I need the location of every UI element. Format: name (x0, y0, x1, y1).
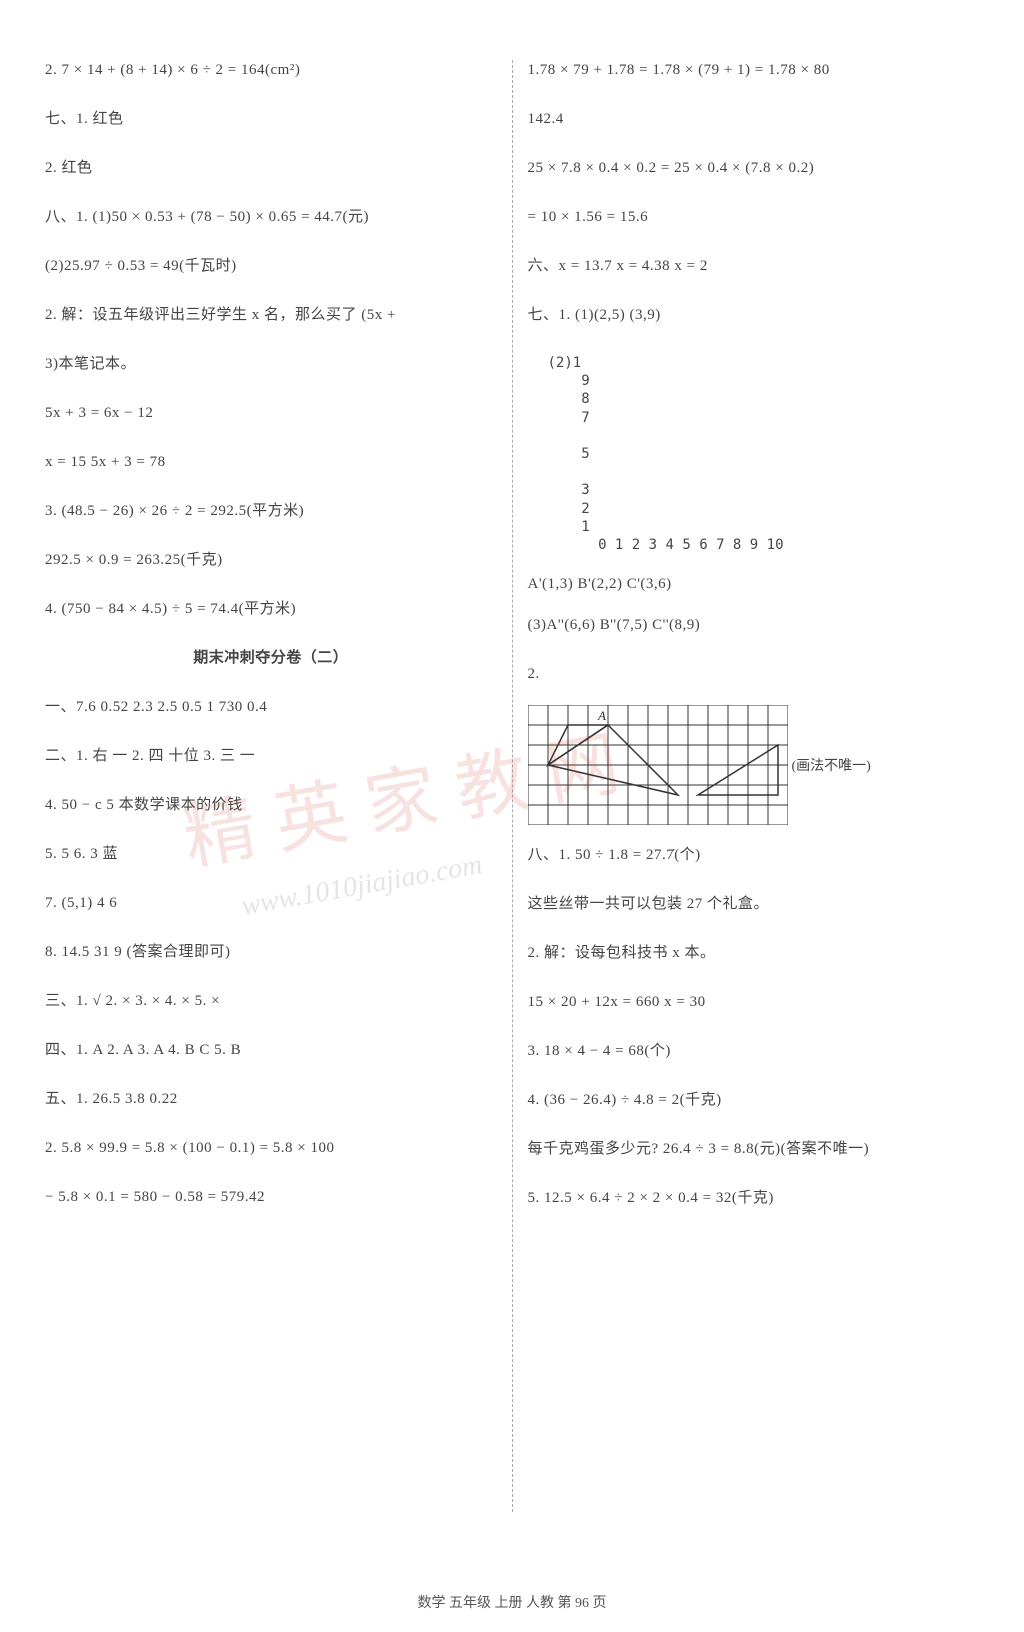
text-line: 2. 红色 (45, 158, 497, 179)
text-line: 八、1. 50 ÷ 1.8 = 27.7̇(个) (528, 845, 980, 866)
text-line: 142.4 (528, 109, 980, 130)
axis-figure: (2)1 9 8 7 5 3 2 1 0 1 2 3 4 5 6 7 8 9 1… (548, 354, 980, 554)
text-line: 七、1. (1)(2,5) (3,9) (528, 305, 980, 326)
text-line: 5. 12.5 × 6.4 ÷ 2 × 2 × 0.4 = 32(千克) (528, 1188, 980, 1209)
text-line: 2. 5.8 × 99.9 = 5.8 × (100 − 0.1) = 5.8 … (45, 1138, 497, 1159)
grid-note: (画法不唯一) (792, 755, 871, 775)
text-line: 4. (750 − 84 × 4.5) ÷ 5 = 74.4(平方米) (45, 599, 497, 620)
text-line: − 5.8 × 0.1 = 580 − 0.58 = 579.42 (45, 1187, 497, 1208)
text-line: 3. 18 × 4 − 4 = 68(个) (528, 1041, 980, 1062)
text-line: 五、1. 26.5 3.8 0.22 (45, 1089, 497, 1110)
text-line: 2. (528, 664, 980, 685)
text-line: 一、7.6 0.52 2.3 2.5 0.5 1 730 0.4 (45, 697, 497, 718)
page-columns: 2. 7 × 14 + (8 + 14) × 6 ÷ 2 = 164(cm²) … (0, 0, 1024, 1592)
text-line: = 10 × 1.56 = 15.6 (528, 207, 980, 228)
text-line: 3. (48.5 − 26) × 26 ÷ 2 = 292.5(平方米) (45, 501, 497, 522)
text-line: 5. 5 6. 3 蓝 (45, 844, 497, 865)
text-line: 25 × 7.8 × 0.4 × 0.2 = 25 × 0.4 × (7.8 ×… (528, 158, 980, 179)
text-line: A'(1,3) B'(2,2) C'(3,6) (528, 574, 980, 595)
section-title: 期末冲刺夺分卷（二） (45, 648, 497, 669)
grid-drawing: A (528, 705, 788, 825)
text-line: 4. 50 − c 5 本数学课本的价钱 (45, 795, 497, 816)
text-line: 7. (5,1) 4 6 (45, 893, 497, 914)
text-line: 2. 解：设每包科技书 x 本。 (528, 943, 980, 964)
text-line: 15 × 20 + 12x = 660 x = 30 (528, 992, 980, 1013)
text-line: 4. (36 − 26.4) ÷ 4.8 = 2(千克) (528, 1090, 980, 1111)
text-line: 5x + 3 = 6x − 12 (45, 403, 497, 424)
text-line: 8. 14.5 31 9 (答案合理即可) (45, 942, 497, 963)
page-footer: 数学 五年级 上册 人教 第 96 页 (0, 1592, 1024, 1612)
text-line: 三、1. √ 2. × 3. × 4. × 5. × (45, 991, 497, 1012)
text-line: 四、1. A 2. A 3. A 4. B C 5. B (45, 1040, 497, 1061)
grid-figure: A (画法不唯一) (528, 705, 980, 825)
svg-text:A: A (597, 708, 606, 723)
left-column: 2. 7 × 14 + (8 + 14) × 6 ÷ 2 = 164(cm²) … (30, 60, 513, 1512)
text-line: 八、1. (1)50 × 0.53 + (78 − 50) × 0.65 = 4… (45, 207, 497, 228)
text-line: 这些丝带一共可以包装 27 个礼盒。 (528, 894, 980, 915)
text-line: x = 15 5x + 3 = 78 (45, 452, 497, 473)
right-column: 1.78 × 79 + 1.78 = 1.78 × (79 + 1) = 1.7… (513, 60, 995, 1512)
text-line: 3)本笔记本。 (45, 354, 497, 375)
text-line: (3)A''(6,6) B''(7,5) C''(8,9) (528, 615, 980, 636)
text-line: 2. 解：设五年级评出三好学生 x 名，那么买了 (5x + (45, 305, 497, 326)
text-line: (2)25.97 ÷ 0.53 = 49(千瓦时) (45, 256, 497, 277)
text-line: 每千克鸡蛋多少元? 26.4 ÷ 3 = 8.8(元)(答案不唯一) (528, 1139, 980, 1160)
text-line: 2. 7 × 14 + (8 + 14) × 6 ÷ 2 = 164(cm²) (45, 60, 497, 81)
text-line: 六、x = 13.7 x = 4.38 x = 2 (528, 256, 980, 277)
text-line: 1.78 × 79 + 1.78 = 1.78 × (79 + 1) = 1.7… (528, 60, 980, 81)
text-line: 292.5 × 0.9 = 263.25(千克) (45, 550, 497, 571)
text-line: 七、1. 红色 (45, 109, 497, 130)
text-line: 二、1. 右 一 2. 四 十位 3. 三 一 (45, 746, 497, 767)
